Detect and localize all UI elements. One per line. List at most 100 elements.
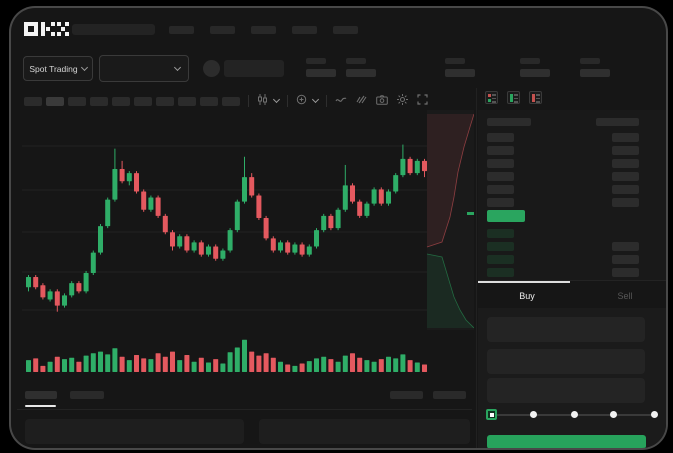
- fullscreen-icon[interactable]: [417, 92, 428, 110]
- sell-tab-label: Sell: [617, 291, 633, 301]
- price-placeholder: [487, 185, 514, 194]
- candle-style-icon[interactable]: [257, 92, 268, 110]
- ticker-stat: [520, 58, 550, 77]
- bottom-tab-active[interactable]: [25, 391, 57, 399]
- amount-placeholder: [612, 198, 639, 207]
- timeframe-chip[interactable]: [222, 96, 240, 106]
- chevron-down-icon: [173, 63, 182, 71]
- timeframe-chip[interactable]: [178, 96, 196, 106]
- line-tool-icon[interactable]: [335, 92, 347, 110]
- sell-tab[interactable]: Sell: [576, 284, 666, 308]
- price-placeholder: [487, 146, 514, 155]
- bid-row[interactable]: [478, 253, 666, 266]
- buy-tab-indicator: [478, 281, 570, 283]
- nav-menu-item[interactable]: [333, 26, 358, 34]
- bids-only-icon[interactable]: [507, 91, 520, 104]
- price-placeholder: [487, 255, 514, 264]
- candlestick-chart[interactable]: [22, 108, 474, 380]
- timeframe-chip[interactable]: [156, 96, 174, 106]
- amount-placeholder: [612, 268, 639, 277]
- pair-name-placeholder: [224, 60, 284, 77]
- order-form-panel: [478, 308, 666, 448]
- nav-menu-item[interactable]: [251, 26, 276, 34]
- toolbar-divider: [287, 95, 288, 107]
- trade-side-tabs: Buy Sell: [478, 284, 666, 308]
- ask-row[interactable]: [478, 144, 666, 157]
- market-type-label: Spot Trading: [29, 63, 78, 74]
- amount-placeholder: [612, 185, 639, 194]
- ask-row[interactable]: [478, 170, 666, 183]
- ask-row[interactable]: [478, 196, 666, 209]
- buy-submit-button[interactable]: [487, 435, 646, 448]
- price-placeholder: [487, 133, 514, 142]
- price-placeholder: [487, 242, 514, 251]
- compare-icon[interactable]: [356, 92, 367, 110]
- slider-stop[interactable]: [530, 411, 537, 418]
- bottom-tab[interactable]: [70, 391, 104, 399]
- nav-menu-item[interactable]: [210, 26, 235, 34]
- gear-icon[interactable]: [397, 92, 408, 110]
- orderbook-bids: [478, 227, 666, 279]
- bid-row[interactable]: [478, 240, 666, 253]
- camera-icon[interactable]: [376, 92, 388, 110]
- ask-row[interactable]: [478, 131, 666, 144]
- toolbar-divider: [326, 95, 327, 107]
- nav-menu: [169, 26, 358, 34]
- timeframe-chip[interactable]: [200, 96, 218, 106]
- timeframe-chip[interactable]: [24, 96, 42, 106]
- amount-input-placeholder[interactable]: [487, 349, 645, 374]
- ask-row[interactable]: [478, 183, 666, 196]
- price-placeholder: [487, 172, 514, 181]
- price-placeholder: [487, 268, 514, 277]
- combined-book-icon[interactable]: [485, 91, 498, 104]
- chevron-down-icon: [80, 63, 88, 71]
- price-input-placeholder[interactable]: [487, 317, 645, 342]
- bottom-panel-row-placeholder: [25, 419, 244, 444]
- amount-slider-handle[interactable]: [486, 409, 497, 420]
- indicator-icon[interactable]: [296, 92, 307, 110]
- chevron-down-icon[interactable]: [272, 95, 281, 104]
- nav-search-placeholder[interactable]: [72, 24, 155, 35]
- nav-menu-item[interactable]: [292, 26, 317, 34]
- amount-placeholder: [612, 133, 639, 142]
- amount-placeholder: [612, 146, 639, 155]
- app-window: Spot Trading: [9, 6, 668, 450]
- timeframe-chip[interactable]: [68, 96, 86, 106]
- timeframe-chip-selected[interactable]: [46, 96, 64, 106]
- timeframe-chip[interactable]: [90, 96, 108, 106]
- amount-placeholder: [612, 172, 639, 181]
- bottom-panel-action[interactable]: [433, 391, 466, 399]
- bid-row[interactable]: [478, 266, 666, 279]
- pair-selector-dropdown[interactable]: [99, 55, 189, 82]
- slider-stop[interactable]: [610, 411, 617, 418]
- slider-stop[interactable]: [651, 411, 658, 418]
- price-placeholder: [487, 198, 514, 207]
- bottom-panel-divider: [17, 409, 472, 410]
- bottom-tab-indicator: [25, 405, 56, 407]
- bottom-panel-action[interactable]: [390, 391, 423, 399]
- okx-logo-icon[interactable]: [24, 22, 70, 41]
- buy-tab-label: Buy: [519, 291, 535, 301]
- timeframe-chip[interactable]: [112, 96, 130, 106]
- ticker-stat: [346, 58, 376, 77]
- ticker-stat: [306, 58, 336, 77]
- ticker-stat: [580, 58, 610, 77]
- chevron-down-icon[interactable]: [311, 95, 320, 104]
- total-input-placeholder[interactable]: [487, 378, 645, 403]
- buy-tab[interactable]: Buy: [478, 284, 576, 308]
- bid-row[interactable]: [478, 227, 666, 240]
- nav-menu-item[interactable]: [169, 26, 194, 34]
- trade-tabs-divider: [478, 280, 666, 281]
- orderbook-last-price[interactable]: [487, 210, 525, 222]
- price-placeholder: [487, 229, 514, 238]
- orderbook-toggles: [485, 91, 542, 104]
- asks-only-icon[interactable]: [529, 91, 542, 104]
- ask-row[interactable]: [478, 157, 666, 170]
- orderbook-asks: [478, 131, 666, 209]
- slider-stop[interactable]: [571, 411, 578, 418]
- orderbook-header-price: [487, 118, 531, 126]
- market-type-dropdown[interactable]: Spot Trading: [23, 56, 93, 81]
- timeframe-chip[interactable]: [134, 96, 152, 106]
- bottom-panel-row-placeholder: [259, 419, 470, 444]
